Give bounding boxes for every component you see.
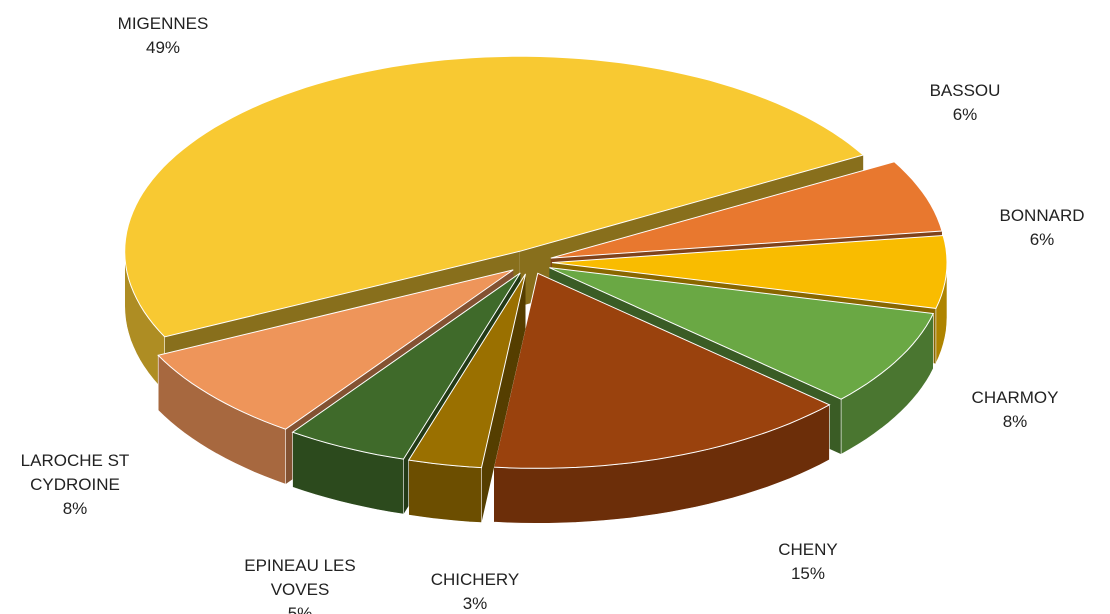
slice-top bbox=[157, 269, 514, 430]
data-label: CHICHERY 3% bbox=[431, 568, 519, 614]
slice-top bbox=[124, 55, 865, 338]
data-label: CHARMOY 8% bbox=[972, 386, 1059, 434]
category-label: LAROCHE ST CYDROINE bbox=[20, 451, 130, 494]
value-label: 3% bbox=[462, 594, 488, 613]
slice-top bbox=[549, 267, 935, 400]
category-label: MIGENNES bbox=[117, 14, 209, 33]
slice-side bbox=[408, 459, 482, 523]
value-label: 6% bbox=[1029, 230, 1055, 249]
value-label: 8% bbox=[62, 499, 88, 518]
value-label: 6% bbox=[952, 105, 978, 124]
category-label: CHARMOY bbox=[971, 388, 1059, 407]
data-label: LAROCHE ST CYDROINE 8% bbox=[5, 449, 145, 521]
category-label: CHENY bbox=[778, 540, 838, 559]
category-label: BASSOU bbox=[929, 81, 1001, 100]
slice-top bbox=[291, 272, 521, 460]
data-label: BASSOU 6% bbox=[930, 79, 1001, 127]
value-label: 15% bbox=[790, 564, 826, 583]
slice-top bbox=[550, 161, 943, 259]
value-label: 8% bbox=[1002, 412, 1028, 431]
data-label: BONNARD 6% bbox=[999, 204, 1084, 252]
slice bbox=[493, 272, 831, 524]
category-label: BONNARD bbox=[999, 206, 1085, 225]
category-label: CHICHERY bbox=[430, 570, 520, 589]
data-label: MIGENNES 49% bbox=[118, 12, 209, 60]
category-label: EPINEAU LES VOVES bbox=[244, 556, 356, 599]
slice bbox=[407, 273, 526, 523]
slice-top bbox=[407, 273, 526, 469]
data-label: CHENY 15% bbox=[778, 538, 838, 586]
slice-top bbox=[493, 272, 831, 469]
value-label: 5% bbox=[287, 604, 313, 614]
data-label: EPINEAU LES VOVES 5% bbox=[230, 554, 370, 614]
slice-top bbox=[551, 234, 948, 309]
value-label: 49% bbox=[145, 38, 181, 57]
